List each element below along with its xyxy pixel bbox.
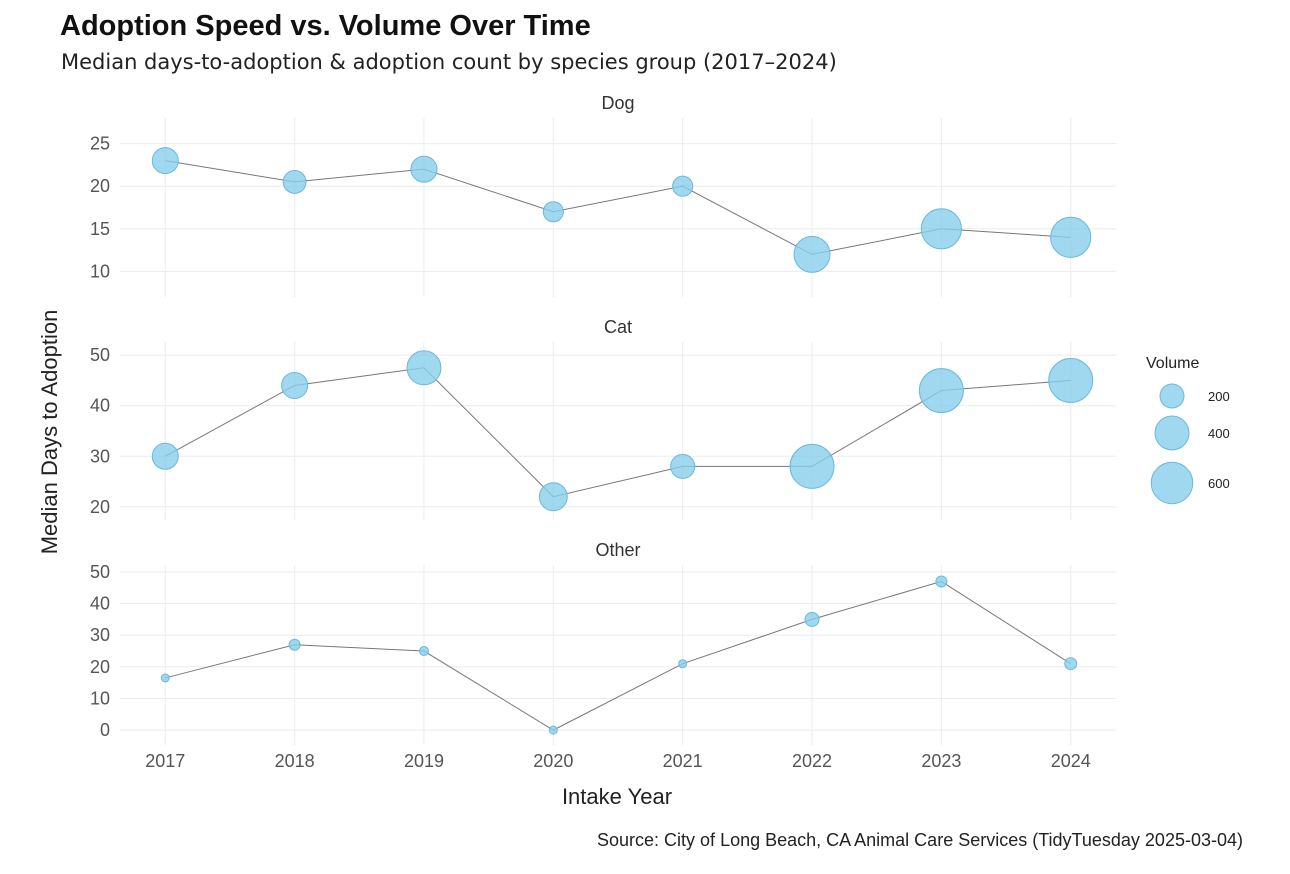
facet-strip-label: Dog: [601, 93, 634, 113]
data-point: [793, 235, 831, 273]
data-point: [918, 368, 964, 414]
y-tick-label: 0: [100, 720, 110, 740]
y-tick-label: 40: [90, 594, 110, 614]
x-tick-label: 2021: [663, 751, 703, 771]
data-point: [542, 201, 564, 223]
data-point: [678, 659, 688, 669]
y-tick-label: 40: [90, 396, 110, 416]
x-tick-label: 2020: [533, 751, 573, 771]
x-tick-label: 2024: [1051, 751, 1091, 771]
legend-key: [1150, 461, 1194, 505]
y-axis-title: Median Days to Adoption: [37, 310, 62, 555]
x-tick-label: 2019: [404, 751, 444, 771]
data-point: [281, 371, 309, 400]
x-tick-label: 2023: [921, 751, 961, 771]
legend-title: Volume: [1146, 355, 1199, 372]
data-point: [670, 453, 696, 479]
data-point: [804, 611, 820, 627]
x-tick-label: 2018: [275, 751, 315, 771]
data-point: [538, 482, 568, 512]
facet-strip-label: Other: [595, 540, 640, 560]
y-tick-label: 10: [90, 688, 110, 708]
data-point: [406, 350, 442, 386]
panel-other: Other 0 10 20 30 40 50: [90, 540, 1116, 745]
y-tick-label: 20: [90, 497, 110, 517]
legend-key: [1159, 383, 1185, 409]
x-axis-ticks: 2017 2018 2019 2020 2021 2022 2023 2024: [145, 751, 1091, 771]
data-point: [935, 575, 948, 588]
data-point: [1064, 657, 1078, 671]
y-tick-label: 25: [90, 134, 110, 154]
series-line: [165, 367, 1071, 498]
series-line: [165, 580, 1071, 731]
data-point: [920, 208, 962, 250]
panel-dog: Dog 10 15 20 25: [90, 93, 1116, 297]
facet-strip-label: Cat: [604, 317, 632, 337]
chart-caption: Source: City of Long Beach, CA Animal Ca…: [597, 830, 1243, 850]
data-point: [151, 442, 179, 470]
y-tick-label: 30: [90, 625, 110, 645]
y-tick-label: 20: [90, 657, 110, 677]
chart-title: Adoption Speed vs. Volume Over Time: [60, 10, 591, 42]
data-point: [789, 443, 835, 489]
legend-label: 600: [1208, 476, 1230, 491]
data-point: [1048, 357, 1094, 403]
panel-cat: Cat 20 30 40 50: [90, 317, 1116, 520]
legend-key: [1154, 415, 1190, 451]
data-point: [282, 170, 307, 194]
y-tick-label: 10: [90, 261, 110, 281]
legend-label: 200: [1208, 389, 1230, 404]
data-point: [288, 638, 301, 651]
facet-panels: Dog 10 15 20 25 Cat 20 30 40 50 Other 0 10 20 30 40 50: [90, 93, 1116, 745]
y-tick-label: 50: [90, 345, 110, 365]
size-legend: Volume 200 400 600: [1146, 355, 1230, 505]
legend-label: 400: [1208, 426, 1230, 441]
data-point: [151, 147, 179, 175]
x-tick-label: 2022: [792, 751, 832, 771]
data-point: [1050, 216, 1092, 258]
y-tick-label: 15: [90, 219, 110, 239]
y-tick-label: 50: [90, 562, 110, 582]
y-tick-label: 30: [90, 446, 110, 466]
series-line: [165, 160, 1071, 255]
data-point: [672, 175, 694, 197]
x-axis-title: Intake Year: [562, 784, 672, 809]
data-point: [418, 646, 429, 657]
data-point: [160, 673, 170, 683]
y-tick-label: 20: [90, 176, 110, 196]
x-tick-label: 2017: [145, 751, 185, 771]
data-point: [548, 725, 558, 735]
data-point: [410, 155, 438, 183]
chart-subtitle: Median days-to-adoption & adoption count…: [61, 50, 837, 74]
